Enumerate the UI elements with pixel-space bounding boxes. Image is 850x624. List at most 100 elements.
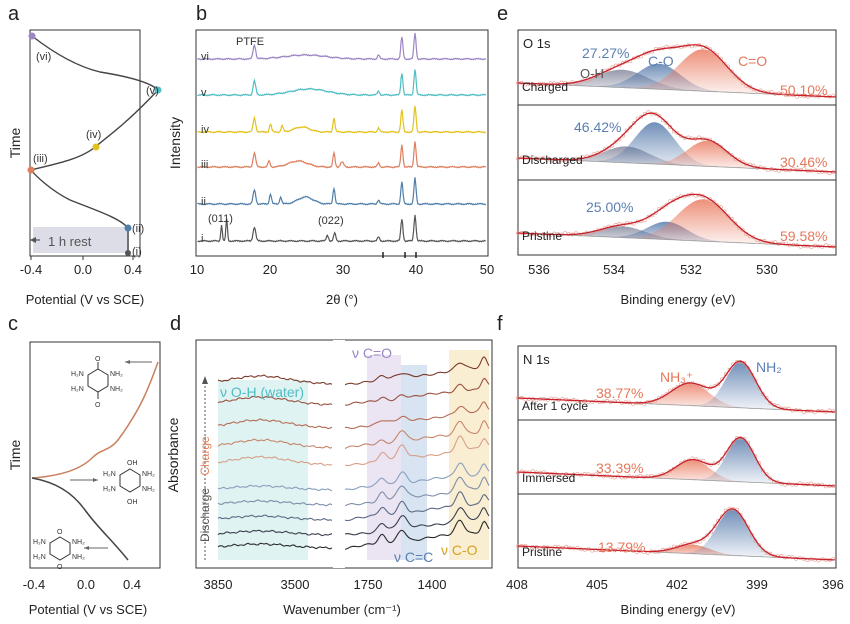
trace-label: i: [201, 233, 203, 245]
band-cc: [401, 365, 427, 560]
xps-datapoint: [613, 139, 618, 144]
x-axis-label: Binding energy (eV): [621, 602, 736, 617]
xps-datapoint: [768, 476, 773, 481]
xps-frame: [517, 493, 837, 569]
rest-label: 1 h rest: [48, 234, 92, 249]
svg-text:H₂N: H₂N: [33, 539, 46, 546]
point-vi: [28, 32, 36, 40]
x-tick: -0.4: [20, 262, 42, 277]
xps-datapoint: [749, 448, 754, 453]
xps-datapoint: [824, 484, 828, 489]
x-tick: 3850: [204, 577, 233, 592]
xps-datapoint: [712, 524, 717, 529]
ftir-trace-left: [217, 529, 333, 537]
band-co: [449, 350, 489, 560]
xps-datapoint: [559, 158, 564, 163]
xps-datapoint: [668, 124, 673, 129]
ftir-trace-left: [217, 374, 333, 385]
ftir-trace-right: [344, 506, 490, 536]
xps-datapoint: [516, 470, 520, 475]
x-tick: 0.4: [124, 262, 142, 277]
xps-component: [518, 509, 836, 560]
band-cc-label: ν C=C: [394, 549, 433, 565]
xps-datapoint: [623, 475, 628, 480]
xps-fit: [517, 360, 835, 413]
xps-datapoint: [726, 214, 731, 218]
point-iii: [27, 166, 35, 174]
ftir-trace-left: [217, 395, 333, 406]
xps-datapoint: [646, 214, 651, 219]
svg-text:H₂N: H₂N: [33, 554, 46, 561]
x-tick: 396: [822, 577, 844, 592]
xps-datapoint: [748, 84, 752, 89]
ceo-label: C=O: [738, 53, 767, 69]
ftir-trace-left: [217, 418, 333, 430]
xps-datapoint: [628, 125, 633, 130]
x-ticks: 408 405 402 399 396: [506, 577, 844, 592]
y-axis-label: Time: [7, 439, 23, 470]
ftir-trace-left: [217, 514, 333, 521]
rest-arrowhead: [30, 237, 36, 243]
xrd-trace-i: [197, 214, 486, 243]
xps-datapoint: [661, 205, 665, 210]
ftir-traces: [217, 356, 490, 550]
xps-datapoint: [816, 170, 821, 175]
x-tick: -0.4: [23, 577, 45, 592]
xps-datapoint: [624, 128, 629, 133]
xps-fit: [517, 44, 837, 98]
x-tick: 1750: [354, 577, 383, 592]
pct-nh3: 13.79%: [598, 539, 645, 555]
xps-datapoint: [737, 76, 741, 81]
xps-datapoint: [645, 474, 650, 479]
xps-datapoint: [727, 367, 732, 372]
ftir-trace-right: [344, 435, 490, 467]
x-axis-label: Potential (V vs SCE): [29, 602, 148, 617]
panel-letter: e: [497, 3, 508, 25]
xps-datapoint: [516, 156, 520, 161]
label-i: (i): [132, 246, 142, 258]
structure-reduced: OH OH NH₂ NH₂ H₂N H₂N: [103, 460, 155, 506]
xps-datapoint: [552, 81, 557, 86]
ftir-trace-right: [344, 462, 490, 491]
xps-datapoint: [722, 61, 727, 66]
ftir-trace-right: [345, 401, 490, 430]
label-iii: (iii): [33, 153, 48, 165]
xps-datapoint: [664, 392, 669, 397]
ftir-trace-left: [217, 484, 333, 492]
xps-datapoint: [601, 548, 606, 553]
ftir-trace-right: [344, 419, 490, 449]
nh3-label: NH₃⁺: [660, 369, 693, 385]
xps-fit: [517, 112, 837, 173]
discharge-curve: [31, 477, 129, 561]
point-ii: [124, 224, 132, 232]
x-tick: 1400: [418, 577, 447, 592]
ptfe-label: PTFE: [236, 36, 264, 48]
ftir-trace-right: [344, 519, 490, 550]
xps-datapoint: [590, 400, 595, 405]
x-tick: 30: [336, 262, 350, 277]
y-axis-label: Time: [7, 127, 23, 158]
row-name: Pristine: [522, 229, 562, 243]
xps-datapoint: [768, 400, 773, 405]
panel-letter: c: [8, 313, 18, 335]
x-axis-label: Potential (V vs SCE): [26, 292, 145, 307]
x-axis-label: Wavenumber (cm⁻¹): [283, 602, 401, 617]
plot-frame: [195, 29, 489, 257]
panel-letter: f: [497, 313, 503, 335]
x-axis-label: Binding energy (eV): [621, 292, 736, 307]
xps-datapoint: [575, 545, 580, 550]
ftir-trace-right: [344, 476, 490, 507]
point-i: [125, 250, 131, 256]
point-v: [154, 86, 162, 94]
charge-curve: [31, 361, 159, 479]
panel-letter: b: [196, 3, 207, 25]
xps-datapoint: [679, 133, 683, 138]
plot-frame: [29, 341, 161, 569]
xps-datapoint: [723, 451, 728, 455]
xps-component: [518, 437, 836, 486]
panel-d: d Discharge Charge ν O-H (water) ν C=O ν…: [165, 313, 493, 617]
x-tick: 530: [756, 262, 778, 277]
trace-label: iv: [201, 124, 209, 136]
